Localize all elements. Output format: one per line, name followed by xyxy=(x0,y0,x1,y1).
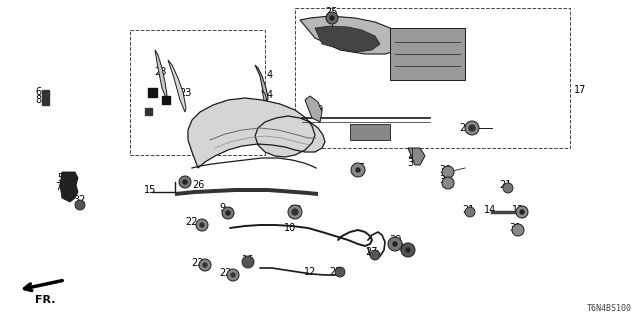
Polygon shape xyxy=(60,172,78,202)
Polygon shape xyxy=(168,60,186,112)
Polygon shape xyxy=(155,50,167,98)
Circle shape xyxy=(222,207,234,219)
Circle shape xyxy=(288,205,302,219)
Text: 16: 16 xyxy=(242,255,254,265)
Polygon shape xyxy=(315,26,380,52)
Bar xyxy=(162,96,170,104)
Circle shape xyxy=(442,177,454,189)
Text: 11: 11 xyxy=(399,243,411,253)
Polygon shape xyxy=(408,148,425,165)
Bar xyxy=(145,108,152,115)
Text: 28: 28 xyxy=(289,205,301,215)
Text: 26: 26 xyxy=(192,180,204,190)
Circle shape xyxy=(465,207,475,217)
Circle shape xyxy=(75,200,85,210)
Bar xyxy=(390,28,465,80)
Text: 25: 25 xyxy=(354,163,366,173)
Circle shape xyxy=(196,219,208,231)
Circle shape xyxy=(200,223,204,227)
Circle shape xyxy=(469,125,475,131)
Text: 6: 6 xyxy=(35,87,41,97)
Text: 31: 31 xyxy=(509,223,521,233)
Bar xyxy=(42,98,49,105)
Circle shape xyxy=(199,259,211,271)
Circle shape xyxy=(351,163,365,177)
Circle shape xyxy=(356,168,360,172)
Text: 21: 21 xyxy=(462,205,474,215)
Text: 21: 21 xyxy=(499,180,511,190)
Text: 9: 9 xyxy=(219,203,225,213)
Text: 3: 3 xyxy=(407,158,413,168)
Text: 13: 13 xyxy=(512,205,524,215)
Text: 27: 27 xyxy=(330,267,342,277)
Circle shape xyxy=(442,166,454,178)
Circle shape xyxy=(512,224,524,236)
Bar xyxy=(130,30,265,155)
Text: 23: 23 xyxy=(154,67,166,77)
Circle shape xyxy=(465,121,479,135)
Text: 30: 30 xyxy=(439,165,451,175)
Text: 4: 4 xyxy=(267,90,273,100)
Circle shape xyxy=(179,176,191,188)
Text: 4: 4 xyxy=(267,70,273,80)
Circle shape xyxy=(370,250,380,260)
Text: 20: 20 xyxy=(352,127,364,137)
Circle shape xyxy=(516,206,528,218)
Text: 17: 17 xyxy=(574,85,586,95)
Text: 1: 1 xyxy=(315,103,321,113)
Text: FR.: FR. xyxy=(35,295,55,305)
Text: 5: 5 xyxy=(57,173,63,183)
Circle shape xyxy=(393,242,397,246)
Bar xyxy=(350,124,390,140)
Text: 22: 22 xyxy=(191,258,204,268)
Circle shape xyxy=(335,267,345,277)
Circle shape xyxy=(183,180,187,184)
Circle shape xyxy=(226,211,230,215)
Text: 27: 27 xyxy=(365,247,378,257)
Polygon shape xyxy=(255,65,268,102)
Bar xyxy=(42,90,49,97)
Text: 10: 10 xyxy=(284,223,296,233)
Circle shape xyxy=(242,256,254,268)
Text: 25: 25 xyxy=(326,7,339,17)
Circle shape xyxy=(227,269,239,281)
Text: 18: 18 xyxy=(424,55,436,65)
Text: 20: 20 xyxy=(304,133,316,143)
Circle shape xyxy=(203,263,207,267)
Text: 22: 22 xyxy=(219,268,231,278)
Polygon shape xyxy=(188,98,325,168)
Text: 23: 23 xyxy=(179,88,191,98)
Text: 19: 19 xyxy=(312,105,324,115)
Bar xyxy=(148,88,157,97)
Bar xyxy=(295,8,570,148)
Text: 24: 24 xyxy=(459,123,471,133)
Text: 7: 7 xyxy=(55,182,61,192)
Circle shape xyxy=(231,273,235,277)
Circle shape xyxy=(388,237,402,251)
Text: 14: 14 xyxy=(484,205,496,215)
Circle shape xyxy=(406,248,410,252)
Polygon shape xyxy=(262,90,270,122)
Polygon shape xyxy=(305,96,322,122)
Text: 15: 15 xyxy=(144,185,156,195)
Polygon shape xyxy=(300,16,405,54)
Text: 32: 32 xyxy=(74,195,86,205)
Polygon shape xyxy=(175,188,318,196)
Text: 30: 30 xyxy=(439,175,451,185)
Text: 12: 12 xyxy=(304,267,316,277)
Circle shape xyxy=(330,16,334,20)
Circle shape xyxy=(326,12,338,24)
Circle shape xyxy=(401,243,415,257)
Text: 2: 2 xyxy=(407,150,413,160)
Text: 29: 29 xyxy=(389,235,401,245)
Text: T6N4BS100: T6N4BS100 xyxy=(587,304,632,313)
Circle shape xyxy=(292,209,298,215)
Text: 22: 22 xyxy=(186,217,198,227)
Text: 8: 8 xyxy=(35,95,41,105)
Circle shape xyxy=(503,183,513,193)
Circle shape xyxy=(520,210,524,214)
